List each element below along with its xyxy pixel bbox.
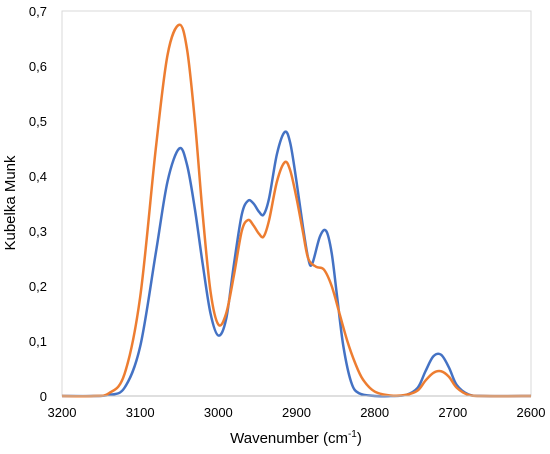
- y-axis-title: Kubelka Munk: [2, 155, 19, 251]
- y-tick-label: 0,1: [29, 334, 47, 349]
- series-layer: [61, 23, 532, 398]
- y-tick-label: 0,3: [29, 224, 47, 239]
- x-tick-label: 2900: [282, 405, 311, 420]
- x-tick-label: 2700: [438, 405, 467, 420]
- x-tick-label: 3200: [48, 405, 77, 420]
- series-line-2: [61, 23, 532, 398]
- x-tick-label: 2600: [517, 405, 546, 420]
- series-line-1: [61, 130, 532, 398]
- y-tick-label: 0,4: [29, 169, 47, 184]
- x-axis-title-sup: -1: [348, 429, 357, 440]
- x-tick-label: 3100: [126, 405, 155, 420]
- x-axis-title-main: Wavenumber (cm: [230, 430, 348, 447]
- x-tick-label: 3000: [204, 405, 233, 420]
- y-tick-label: 0,7: [29, 4, 47, 19]
- y-tick-label: 0,6: [29, 59, 47, 74]
- y-tick-label: 0,5: [29, 114, 47, 129]
- y-tick-label: 0,2: [29, 279, 47, 294]
- y-tick-labels: 0 0,1 0,2 0,3 0,4 0,5 0,6 0,7: [29, 4, 47, 404]
- x-axis-title: Wavenumber (cm-1): [230, 429, 362, 447]
- x-tick-label: 2800: [360, 405, 389, 420]
- x-axis-title-end: ): [357, 430, 362, 447]
- x-tick-labels: 3200 3100 3000 2900 2800 2700 2600: [48, 405, 546, 420]
- y-tick-label: 0: [40, 389, 47, 404]
